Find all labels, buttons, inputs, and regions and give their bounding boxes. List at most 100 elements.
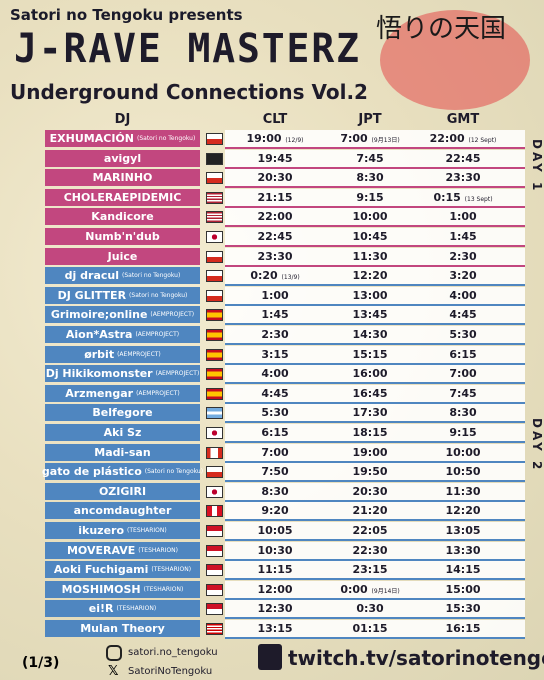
time: 22:30 [352, 543, 388, 557]
time: 22:45 [257, 230, 293, 243]
time-band [225, 208, 525, 228]
dj-name: Mulan Theory [80, 622, 165, 635]
dj-cell: Aoki Fuchigami (TESHARION) [45, 561, 200, 579]
dj-tag: (AEMPROJECT) [117, 350, 161, 358]
time: 19:00 [246, 132, 282, 145]
day-label: DAY 2 [530, 418, 544, 473]
time-cell: 10:45 [325, 230, 415, 243]
time-cell: 9:20 [230, 504, 320, 517]
dj-cell: Arzmengar (AEMPROJECT) [45, 384, 200, 402]
time-band [225, 404, 525, 424]
time: 1:45 [261, 308, 289, 322]
time-cell: 12:30 [230, 602, 320, 615]
time-cell: 13:15 [230, 622, 320, 635]
time-band [225, 169, 525, 189]
time-band [225, 600, 525, 620]
time: 14:30 [352, 328, 388, 341]
flag [206, 211, 223, 224]
dj-cell: dj dracul (Satori no Tengoku) [45, 267, 200, 285]
time: 19:00 [352, 445, 388, 459]
time: 16:15 [445, 622, 481, 635]
time: 0:20 [250, 269, 278, 283]
time: 13:45 [352, 308, 388, 322]
time-cell: 4:00 [418, 289, 508, 302]
x-handle[interactable]: SatoriNoTengoku [128, 666, 213, 677]
time-cell: 16:00 [325, 367, 415, 380]
time: 23:30 [257, 249, 293, 263]
time: 7:00 [261, 445, 289, 459]
time: 1:45 [449, 230, 477, 243]
flag [206, 172, 223, 185]
dj-cell: ørbit (AEMPROJECT) [45, 345, 200, 363]
time-cell: 1:45 [418, 230, 508, 243]
time: 10:00 [445, 445, 481, 459]
time: 10:30 [257, 543, 293, 557]
time: 0:15 [433, 190, 461, 204]
time: 7:45 [356, 151, 384, 165]
dj-cell: MOSHIMOSH (TESHARION) [45, 580, 200, 598]
dj-cell: Kandicore [45, 208, 200, 226]
time-cell: 22:45 [230, 230, 320, 243]
flag [206, 309, 223, 322]
dj-tag: (TESHARION) [143, 585, 184, 593]
sun-decoration [380, 10, 530, 110]
time: 3:20 [449, 269, 477, 283]
time-cell: 4:45 [230, 387, 320, 400]
time-band [225, 228, 525, 247]
flag [206, 564, 223, 577]
time: 12:20 [352, 269, 388, 283]
time: 19:50 [352, 465, 388, 479]
time-cell: 7:00 (9月13日) [325, 132, 415, 145]
time-cell: 7:00 [418, 367, 508, 380]
time: 16:45 [352, 386, 388, 400]
time: 8:30 [261, 484, 289, 498]
dj-cell: Dj Hikikomonster (AEMPROJECT) [45, 365, 200, 383]
time-cell: 8:30 [230, 485, 320, 498]
time-cell: 19:50 [325, 465, 415, 478]
time: 4:45 [449, 308, 477, 322]
time-cell: 2:30 [418, 250, 508, 263]
time: 11:15 [257, 563, 293, 577]
time: 16:00 [352, 367, 388, 381]
dj-name: ørbit [84, 347, 115, 361]
instagram-icon [106, 645, 122, 661]
dj-tag: (Satori no Tengoku) [144, 468, 204, 476]
time: 14:15 [445, 563, 481, 577]
time: 6:15 [261, 426, 289, 439]
flag [206, 289, 223, 302]
time-note: (12/9) [285, 137, 304, 144]
dj-tag: (TESHARION) [116, 605, 157, 613]
dj-cell: gato de plástico (Satori no Tengoku) [42, 463, 204, 481]
twitch-link[interactable]: twitch.tv/satorinotengoku [288, 646, 544, 670]
dj-tag: (AEMPROJECT) [135, 331, 180, 338]
flag [206, 446, 223, 459]
time: 23:15 [352, 563, 388, 577]
time-cell: 7:45 [325, 152, 415, 165]
instagram-handle[interactable]: satori.no_tengoku [128, 647, 218, 658]
time: 12:00 [257, 582, 293, 596]
time: 6:15 [449, 347, 477, 361]
dj-cell: Juice [45, 247, 200, 265]
time-cell: 7:50 [230, 465, 320, 478]
time: 2:30 [449, 249, 477, 263]
time-band [225, 443, 525, 463]
time: 1:00 [261, 288, 289, 302]
dj-tag: (TESHARION) [138, 546, 178, 554]
time: 5:30 [261, 406, 289, 420]
time-cell: 12:20 [325, 269, 415, 282]
dj-name: Numb'n'dub [85, 230, 160, 243]
time-cell: 2:30 [230, 328, 320, 341]
presenter: Satori no Tengoku presents [10, 6, 243, 24]
time: 10:45 [352, 230, 388, 243]
dj-cell: avigyl [45, 149, 200, 167]
dj-cell: Aki Sz [45, 424, 200, 441]
dj-cell: MARINHO [45, 169, 200, 187]
time-band [225, 306, 525, 326]
day-label: DAY 1 [530, 138, 544, 193]
time: 10:50 [445, 465, 481, 479]
time-cell: 10:50 [418, 465, 508, 478]
dj-name: DJ GLITTER [57, 288, 127, 302]
dj-cell: OZIGIRI [45, 482, 200, 500]
time-cell: 0:30 [325, 602, 415, 615]
dj-name: CHOLERAEPIDEMIC [63, 190, 182, 204]
